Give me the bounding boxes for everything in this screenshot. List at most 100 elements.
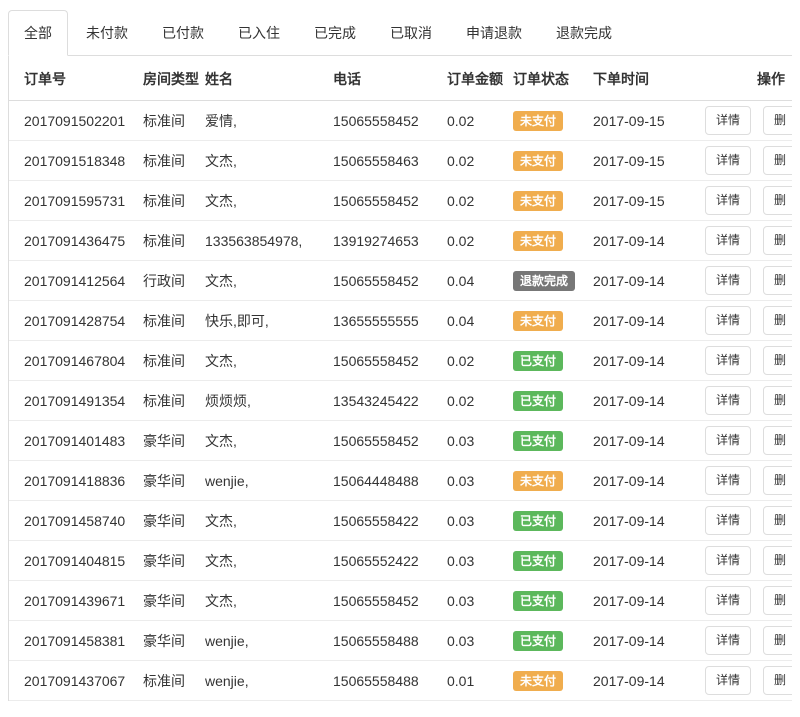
order-no-cell: 2017091439671 [9, 580, 143, 621]
status-badge: 已支付 [513, 430, 564, 451]
order-no-cell: 2017091401483 [9, 420, 143, 461]
delete-button[interactable]: 删 [763, 626, 792, 655]
status-badge: 未支付 [513, 150, 564, 171]
order-date-cell: 2017-09-14 [593, 260, 705, 301]
name-cell: 文杰, [205, 140, 333, 181]
detail-button[interactable]: 详情 [705, 466, 752, 495]
delete-button[interactable]: 删 [763, 346, 792, 375]
order-no-cell: 2017091458740 [9, 500, 143, 541]
operations-cell: 详情删 [705, 660, 792, 701]
operations-cell: 详情删 [705, 140, 792, 181]
order-no-cell: 2017091502201 [9, 100, 143, 141]
status-cell: 未支付 [513, 460, 593, 501]
amount-cell: 0.03 [447, 420, 513, 461]
room-type-cell: 标准间 [143, 300, 205, 341]
detail-button[interactable]: 详情 [705, 506, 752, 535]
room-type-cell: 豪华间 [143, 620, 205, 661]
name-cell: wenjie, [205, 460, 333, 501]
orders-page: 全部 未付款 已付款 已入住 已完成 已取消 申请退款 退款完成 订单号 房间类型 姓名 电话 订单金… [8, 10, 792, 701]
name-cell: 烦烦烦, [205, 380, 333, 421]
operations-cell: 详情删 [705, 180, 792, 221]
phone-cell: 15065558452 [333, 260, 447, 301]
name-cell: 快乐,即可, [205, 300, 333, 341]
name-cell: wenjie, [205, 660, 333, 701]
phone-cell: 13919274653 [333, 220, 447, 261]
detail-button[interactable]: 详情 [705, 586, 752, 615]
amount-cell: 0.03 [447, 580, 513, 621]
status-cell: 已支付 [513, 380, 593, 421]
detail-button[interactable]: 详情 [705, 186, 752, 215]
status-badge: 未支付 [513, 470, 564, 491]
status-cell: 已支付 [513, 540, 593, 581]
order-date-cell: 2017-09-14 [593, 380, 705, 421]
tab-checked-in[interactable]: 已入住 [238, 25, 280, 41]
table-row: 2017091491354 标准间 烦烦烦, 13543245422 0.02 已支付 20… [9, 380, 792, 421]
room-type-cell: 标准间 [143, 180, 205, 221]
delete-button[interactable]: 删 [763, 146, 792, 175]
amount-cell: 0.02 [447, 180, 513, 221]
operations-cell: 详情删 [705, 220, 792, 261]
delete-button[interactable]: 删 [763, 546, 792, 575]
tab-all[interactable]: 全部 [8, 10, 68, 56]
detail-button[interactable]: 详情 [705, 426, 752, 455]
delete-button[interactable]: 删 [763, 666, 792, 695]
delete-button[interactable]: 删 [763, 266, 792, 295]
orders-table: 订单号 房间类型 姓名 电话 订单金额 订单状态 下单时间 操作 2017091502201 标… [9, 56, 792, 701]
tab-cancelled[interactable]: 已取消 [390, 25, 432, 41]
table-header-row: 订单号 房间类型 姓名 电话 订单金额 订单状态 下单时间 操作 [9, 56, 792, 101]
order-date-cell: 2017-09-15 [593, 180, 705, 221]
delete-button[interactable]: 删 [763, 186, 792, 215]
status-tabs: 全部 未付款 已付款 已入住 已完成 已取消 申请退款 退款完成 [8, 10, 792, 56]
delete-button[interactable]: 删 [763, 426, 792, 455]
order-date-cell: 2017-09-14 [593, 460, 705, 501]
delete-button[interactable]: 删 [763, 386, 792, 415]
table-row: 2017091595731 标准间 文杰, 15065558452 0.02 未支付 201… [9, 180, 792, 221]
phone-cell: 13655555555 [333, 300, 447, 341]
status-badge: 退款完成 [513, 270, 576, 291]
room-type-cell: 豪华间 [143, 540, 205, 581]
detail-button[interactable]: 详情 [705, 306, 752, 335]
phone-cell: 13543245422 [333, 380, 447, 421]
tab-completed[interactable]: 已完成 [314, 25, 356, 41]
tab-refund-completed[interactable]: 退款完成 [556, 25, 612, 41]
orders-panel: 订单号 房间类型 姓名 电话 订单金额 订单状态 下单时间 操作 2017091502201 标… [8, 56, 792, 701]
order-no-cell: 2017091412564 [9, 260, 143, 301]
detail-button[interactable]: 详情 [705, 386, 752, 415]
status-badge: 已支付 [513, 510, 564, 531]
delete-button[interactable]: 删 [763, 466, 792, 495]
tab-unpaid[interactable]: 未付款 [86, 25, 128, 41]
delete-button[interactable]: 删 [763, 226, 792, 255]
delete-button[interactable]: 删 [763, 306, 792, 335]
tab-paid[interactable]: 已付款 [162, 25, 204, 41]
delete-button[interactable]: 删 [763, 586, 792, 615]
delete-button[interactable]: 删 [763, 506, 792, 535]
order-date-cell: 2017-09-14 [593, 660, 705, 701]
delete-button[interactable]: 删 [763, 106, 792, 135]
operations-cell: 详情删 [705, 540, 792, 581]
status-cell: 未支付 [513, 100, 593, 141]
amount-cell: 0.04 [447, 300, 513, 341]
order-date-cell: 2017-09-14 [593, 500, 705, 541]
tab-refund-requested[interactable]: 申请退款 [466, 25, 522, 41]
detail-button[interactable]: 详情 [705, 626, 752, 655]
status-cell: 退款完成 [513, 260, 593, 301]
room-type-cell: 标准间 [143, 140, 205, 181]
detail-button[interactable]: 详情 [705, 226, 752, 255]
table-row: 2017091418836 豪华间 wenjie, 15064448488 0.03 未支… [9, 460, 792, 501]
table-row: 2017091436475 标准间 133563854978, 13919274653… [9, 220, 792, 261]
table-row: 2017091404815 豪华间 文杰, 15065552422 0.03 已支付 201… [9, 540, 792, 581]
detail-button[interactable]: 详情 [705, 146, 752, 175]
name-cell: 文杰, [205, 540, 333, 581]
phone-cell: 15065558452 [333, 340, 447, 381]
order-no-cell: 2017091595731 [9, 180, 143, 221]
status-cell: 未支付 [513, 660, 593, 701]
detail-button[interactable]: 详情 [705, 266, 752, 295]
status-badge: 未支付 [513, 310, 564, 331]
detail-button[interactable]: 详情 [705, 546, 752, 575]
detail-button[interactable]: 详情 [705, 106, 752, 135]
order-date-cell: 2017-09-14 [593, 300, 705, 341]
detail-button[interactable]: 详情 [705, 666, 752, 695]
order-date-cell: 2017-09-15 [593, 140, 705, 181]
detail-button[interactable]: 详情 [705, 346, 752, 375]
table-row: 2017091458740 豪华间 文杰, 15065558422 0.03 已支付 201… [9, 500, 792, 541]
